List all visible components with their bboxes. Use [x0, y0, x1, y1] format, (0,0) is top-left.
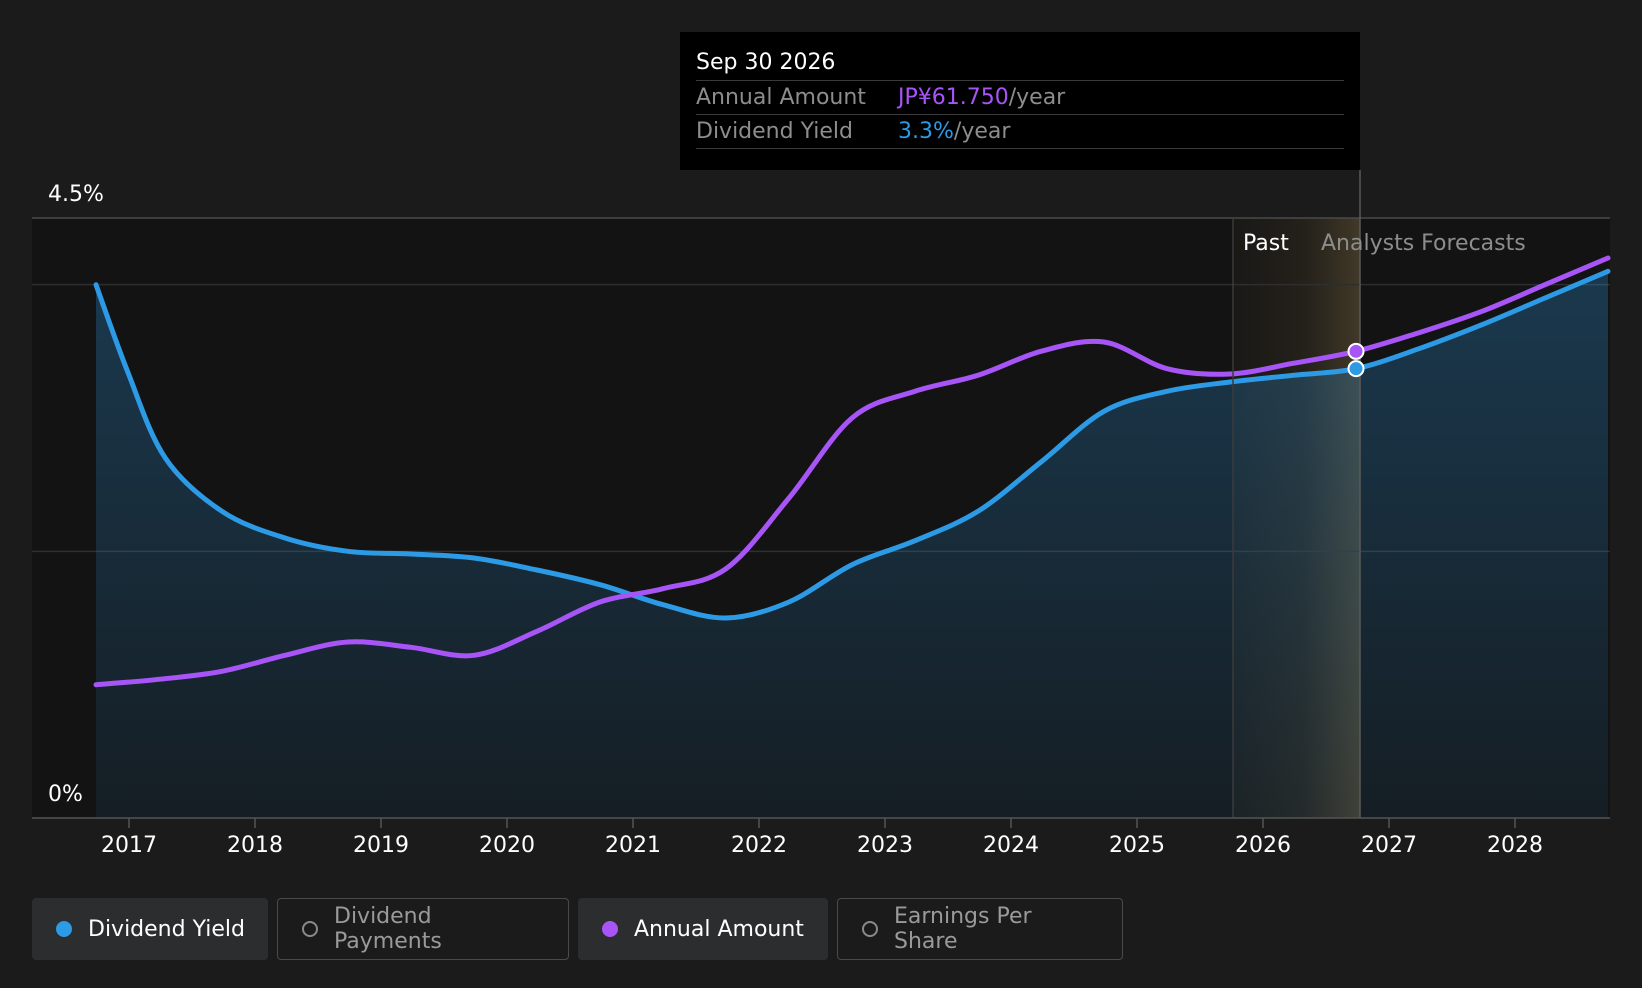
legend-dividend-yield-label: Dividend Yield: [88, 916, 245, 942]
legend-dividend-payments-label: Dividend Payments: [334, 904, 442, 954]
legend-annual-amount-button[interactable]: Annual Amount: [578, 898, 828, 960]
legend-dividend-yield-dot: [56, 921, 72, 937]
dividend-yield-area: [96, 271, 1608, 818]
legend-annual-amount-label: Annual Amount: [634, 916, 804, 942]
tooltip-annual-amount-row: Annual Amount JP¥61.750 /year: [696, 81, 1344, 115]
x-tick-label: 2026: [1235, 833, 1291, 858]
x-tick-label: 2017: [101, 833, 157, 858]
tooltip-annual-amount-value: JP¥61.750: [898, 85, 1009, 110]
x-tick-label: 2025: [1109, 833, 1165, 858]
legend-annual-amount-dot: [602, 921, 618, 937]
legend-earnings-per-share-button[interactable]: Earnings Per Share: [837, 898, 1123, 960]
tooltip-date: Sep 30 2026: [696, 46, 1344, 81]
tooltip-dividend-yield-row: Dividend Yield 3.3% /year: [696, 115, 1344, 149]
x-tick-label: 2021: [605, 833, 661, 858]
legend-dividend-payments-button[interactable]: Dividend Payments: [277, 898, 569, 960]
x-tick-label: 2027: [1361, 833, 1417, 858]
tooltip-annual-amount-unit: /year: [1008, 85, 1066, 110]
x-tick-label: 2020: [479, 833, 535, 858]
tooltip-dividend-yield-value: 3.3%: [898, 119, 954, 144]
x-tick-label: 2018: [227, 833, 283, 858]
x-tick-label: 2022: [731, 833, 787, 858]
chart-tooltip: Sep 30 2026 Annual Amount JP¥61.750 /yea…: [680, 32, 1360, 170]
legend-dividend-payments-dot: [302, 921, 318, 937]
x-tick-label: 2028: [1487, 833, 1543, 858]
dividend-yield-hover-marker: [1347, 360, 1365, 378]
x-tick-label: 2024: [983, 833, 1039, 858]
legend-earnings-per-share-label: Earnings Per Share: [894, 904, 1032, 954]
x-tick-label: 2019: [353, 833, 409, 858]
tooltip-annual-amount-label: Annual Amount: [696, 85, 866, 110]
tooltip-dividend-yield-unit: /year: [953, 119, 1011, 144]
y-tick-label: 0%: [48, 782, 83, 807]
x-tick-label: 2023: [857, 833, 913, 858]
legend-dividend-yield-button[interactable]: Dividend Yield: [32, 898, 268, 960]
legend-earnings-per-share-dot: [862, 921, 878, 937]
annual-amount-hover-marker: [1347, 342, 1365, 360]
forecast-label: Analysts Forecasts: [1321, 231, 1526, 256]
past-label: Past: [1243, 231, 1289, 256]
y-tick-label: 4.5%: [48, 182, 104, 207]
tooltip-dividend-yield-label: Dividend Yield: [696, 119, 853, 144]
